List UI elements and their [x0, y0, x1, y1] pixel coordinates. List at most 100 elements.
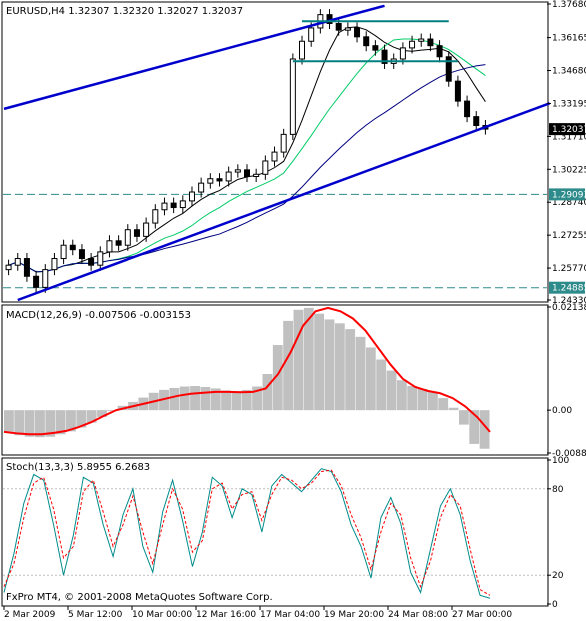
candle-body	[42, 269, 49, 288]
macd-histogram-bar	[355, 336, 366, 411]
candle-body	[170, 202, 177, 209]
macd-histogram-bar	[407, 386, 418, 411]
x-tick-label: 10 Mar 00:00	[132, 610, 192, 620]
candle-body	[225, 171, 232, 182]
candle-body	[335, 23, 342, 31]
macd-histogram-bar	[35, 410, 45, 438]
macd-signal-line	[3, 306, 491, 436]
macd-histogram-bar	[179, 386, 190, 411]
candle-body	[262, 160, 269, 175]
candle-body	[188, 191, 195, 202]
macd-histogram-bar	[241, 389, 252, 411]
candle-body	[88, 258, 95, 266]
candle-body	[69, 244, 76, 251]
y-tick-label: 1.36165	[552, 34, 586, 44]
x-tick-label: 17 Mar 04:00	[260, 610, 320, 620]
macd-histogram-bar	[76, 410, 87, 428]
candle-body	[124, 229, 131, 246]
macd-histogram-bar	[97, 410, 107, 417]
macd-histogram-bar	[4, 410, 14, 432]
lower-trend-line	[17, 102, 551, 302]
footer-copyright: FxPro MT4, © 2001-2008 MetaQuotes Softwa…	[6, 592, 273, 603]
macd-histogram-bar	[66, 410, 76, 432]
candle-body	[115, 240, 122, 246]
candle-body	[464, 100, 471, 118]
macd-histogram-bar	[210, 388, 221, 411]
macd-histogram-bar	[272, 345, 283, 411]
candle-body	[418, 38, 425, 42]
candle-body	[344, 27, 351, 31]
price-tag-label: 1.32037	[552, 125, 586, 135]
macd-histogram-bar	[45, 410, 56, 437]
macd-histogram-bar	[376, 359, 387, 411]
y-tick-label: 1.34680	[552, 67, 586, 77]
macd-panel	[3, 306, 491, 449]
y-tick-label: 1.24330	[552, 296, 586, 306]
macd-histogram-bar	[396, 380, 407, 411]
candle-body	[179, 200, 186, 209]
macd-histogram-bar	[55, 410, 66, 435]
candle-body	[381, 49, 388, 64]
candle-body	[253, 173, 260, 178]
macd-histogram-bar	[262, 373, 273, 411]
candle-body	[5, 264, 12, 271]
macd-histogram-bar	[107, 410, 118, 412]
candle-body	[271, 151, 278, 162]
macd-histogram-bar	[314, 313, 325, 411]
moving-average-slow	[8, 64, 486, 273]
candle-body	[454, 80, 461, 102]
macd-histogram-bar	[190, 386, 200, 411]
macd-histogram-bar	[221, 390, 231, 411]
candle-body	[143, 222, 150, 237]
y-axis-labels: 1.37680 1.36165 1.34680 1.33195 1.31710 1.302…	[547, 0, 586, 610]
candle-body	[473, 116, 480, 127]
candle-body	[280, 133, 287, 153]
macd-histogram-bar	[293, 309, 304, 411]
y-tick-label: 1.31710	[552, 132, 586, 142]
macd-histogram-bar	[427, 391, 438, 411]
candle-body	[244, 169, 250, 178]
candle-body	[207, 178, 214, 184]
candle-body	[198, 182, 205, 193]
main-title: EURUSD,H4 1.32307 1.32320 1.32027 1.3203…	[6, 6, 243, 17]
macd-histogram-bar	[334, 323, 345, 411]
macd-histogram-bar	[231, 390, 242, 411]
y-tick-label: 1.25770	[552, 264, 586, 274]
x-tick-label: 27 Mar 00:00	[452, 610, 512, 620]
candle-body	[51, 258, 58, 271]
candle-body	[289, 58, 296, 135]
candle-body	[299, 40, 306, 60]
candle-body	[354, 27, 361, 38]
macd-histogram-bar	[479, 410, 490, 449]
price-tag-label: 1.29093	[552, 190, 586, 200]
x-tick-label: 19 Mar 20:00	[324, 610, 384, 620]
stoch-panel	[3, 468, 547, 599]
macd-histogram-bar	[345, 329, 356, 411]
stoch-y-tick-label: 20	[552, 571, 564, 581]
macd-histogram-bar	[448, 407, 459, 411]
macd-y-tick-label: 0.02138	[552, 303, 586, 313]
macd-histogram-bar	[365, 347, 376, 411]
candle-body	[161, 202, 168, 211]
macd-histogram-bar	[438, 398, 449, 411]
macd-histogram-bar	[24, 410, 35, 437]
x-axis-labels: 2 Mar 2009 5 Mar 12:00 10 Mar 00:00 12 Mar …	[3, 606, 512, 620]
macd-histogram-bar	[86, 410, 97, 423]
upper-trend-line	[3, 4, 385, 111]
candle-body	[234, 169, 241, 173]
macd-histogram-bar	[324, 319, 335, 411]
candle-body	[78, 249, 85, 260]
candle-body	[363, 36, 370, 47]
stoch-title: Stoch(13,3,3) 5.8955 6.2683	[6, 462, 150, 473]
macd-histogram-bar	[200, 386, 211, 411]
candle-body	[308, 27, 315, 42]
candle-body	[372, 45, 379, 51]
x-tick-label: 2 Mar 2009	[4, 610, 56, 620]
stoch-y-tick-label: 80	[552, 485, 564, 495]
y-tick-label: 1.27255	[552, 231, 586, 241]
stoch-y-tick-label: 100	[552, 456, 569, 466]
candle-body	[106, 240, 113, 253]
macd-title: MACD(12,26,9) -0.007506 -0.003153	[6, 310, 191, 321]
stoch-y-tick-label: 0	[552, 600, 558, 610]
level-price-tag	[549, 188, 585, 201]
